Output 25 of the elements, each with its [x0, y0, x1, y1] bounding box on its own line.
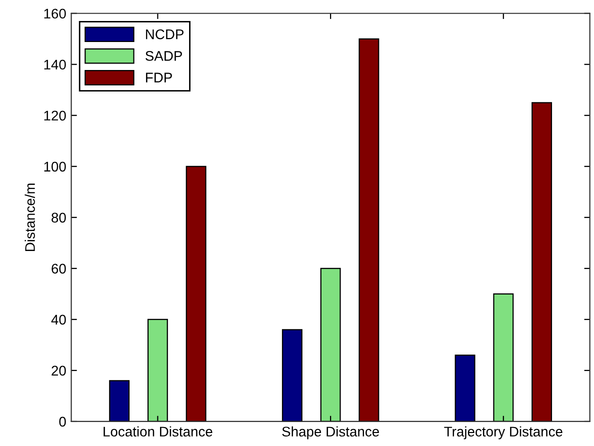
y-tick-label: 100 [44, 162, 66, 172]
y-tick-label: 120 [44, 110, 66, 121]
y-tick-label: 60 [52, 264, 66, 274]
bar [358, 38, 380, 422]
x-tick-label: Shape Distance [282, 426, 379, 440]
y-tick-label: 20 [52, 366, 66, 376]
legend-label: FDP [146, 72, 172, 82]
bar [493, 293, 514, 422]
bar [532, 102, 552, 422]
y-tick-label: 140 [44, 60, 66, 70]
y-tick-label: 40 [51, 314, 66, 325]
legend-label: SADP [146, 51, 182, 61]
bar [147, 318, 168, 422]
legend-label: NCDP [146, 29, 184, 40]
x-tick-label: Location Distance [104, 426, 212, 437]
bar [454, 354, 476, 422]
y-axis-title: Distance/m [24, 184, 35, 252]
y-tick-label: 80 [52, 212, 66, 223]
bar [186, 166, 206, 422]
x-tick-label: Trajectory Distance [444, 426, 562, 440]
bar [282, 329, 302, 422]
bar [320, 268, 341, 422]
y-tick-label: 160 [44, 8, 66, 19]
bar [109, 380, 130, 422]
y-tick-label: 0 [59, 416, 66, 427]
